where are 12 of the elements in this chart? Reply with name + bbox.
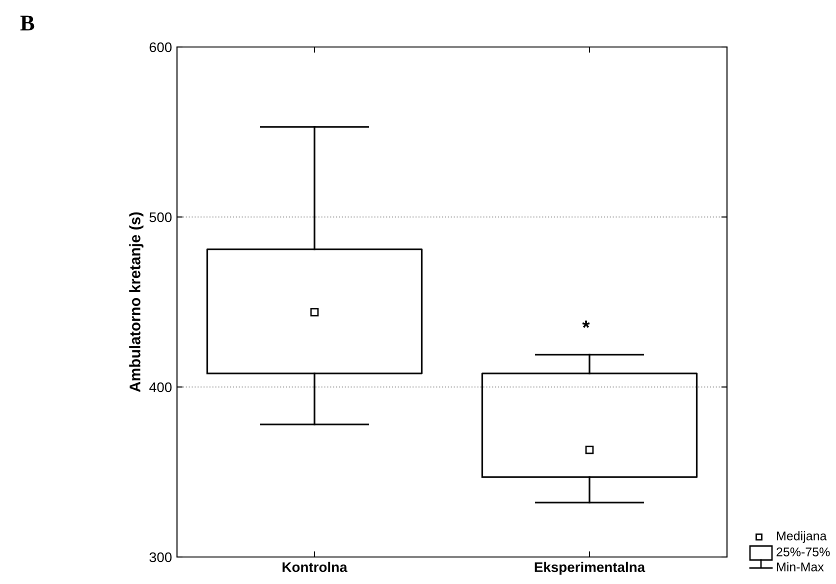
y-tick-label: 600	[150, 42, 172, 52]
annotation: *	[582, 320, 590, 328]
y-tick-label: 400	[149, 382, 172, 392]
text: 25%-75%	[776, 548, 830, 556]
y-axis-title: Ambulatorno kretanje (s)	[129, 212, 144, 392]
x-tick-label: Kontrolna	[282, 562, 348, 572]
y-tick-label: 300	[150, 552, 172, 562]
text: Medijana	[777, 531, 827, 543]
text: Min-Max	[777, 562, 824, 572]
text: B	[20, 16, 34, 30]
y-tick-label: 500	[150, 212, 172, 222]
x-tick-label: Eksperimentalna	[534, 562, 646, 575]
